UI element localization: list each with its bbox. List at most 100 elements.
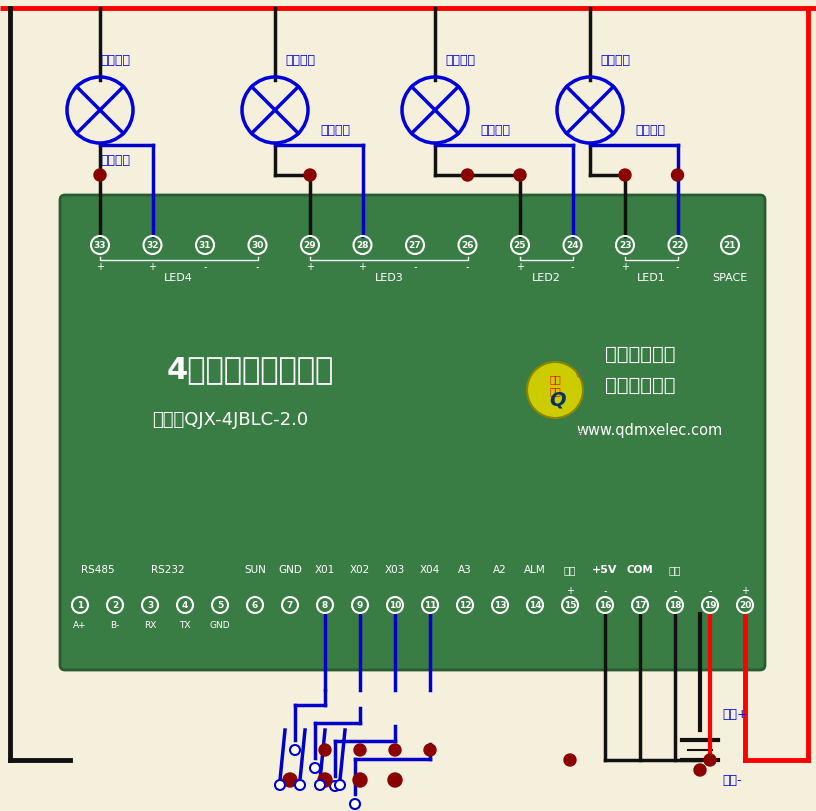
Text: 15: 15	[564, 600, 576, 610]
Text: ALM: ALM	[524, 565, 546, 575]
Text: 18: 18	[669, 600, 681, 610]
Text: LED3: LED3	[375, 273, 403, 283]
Text: 灯的负极: 灯的负极	[100, 153, 130, 166]
Text: 31: 31	[199, 241, 211, 250]
Text: SUN: SUN	[244, 565, 266, 575]
Text: 灯的正极: 灯的正极	[100, 54, 130, 67]
Circle shape	[330, 781, 340, 791]
Text: 8: 8	[322, 600, 328, 610]
Text: GND: GND	[278, 565, 302, 575]
Text: +: +	[621, 262, 629, 272]
Text: A2: A2	[493, 565, 507, 575]
Circle shape	[283, 773, 297, 787]
Text: 25: 25	[514, 241, 526, 250]
Circle shape	[353, 773, 367, 787]
Text: 24: 24	[566, 241, 579, 250]
Circle shape	[514, 169, 526, 181]
Text: X01: X01	[315, 565, 335, 575]
Text: SPACE: SPACE	[712, 273, 747, 283]
Text: X04: X04	[420, 565, 440, 575]
Text: COM: COM	[627, 565, 654, 575]
Text: 灯的正极: 灯的正极	[600, 54, 630, 67]
Text: 30: 30	[251, 241, 264, 250]
Text: RS232: RS232	[151, 565, 184, 575]
Text: RS485: RS485	[81, 565, 114, 575]
Text: +: +	[741, 586, 749, 596]
Text: 电源-: 电源-	[722, 774, 742, 787]
Text: 2: 2	[112, 600, 118, 610]
Circle shape	[335, 780, 345, 790]
Text: RX: RX	[144, 620, 156, 629]
Circle shape	[275, 780, 285, 790]
Text: -: -	[708, 586, 712, 596]
Text: 28: 28	[357, 241, 369, 250]
Text: ®: ®	[574, 370, 586, 380]
Text: 灯的正极: 灯的正极	[445, 54, 475, 67]
Text: -: -	[673, 586, 676, 596]
Text: 4路渐变灯光控制器: 4路渐变灯光控制器	[166, 355, 334, 384]
Text: +: +	[566, 586, 574, 596]
Circle shape	[619, 169, 631, 181]
Text: X03: X03	[385, 565, 405, 575]
Circle shape	[672, 169, 684, 181]
Text: -: -	[570, 262, 574, 272]
Text: -: -	[413, 262, 417, 272]
Text: LED2: LED2	[532, 273, 561, 283]
Text: 灯的负极: 灯的负极	[480, 123, 510, 136]
Circle shape	[354, 744, 366, 756]
Text: 5: 5	[217, 600, 223, 610]
FancyBboxPatch shape	[60, 195, 765, 670]
Text: X02: X02	[350, 565, 370, 575]
Text: 20: 20	[738, 600, 752, 610]
Text: -: -	[255, 262, 259, 272]
Circle shape	[350, 799, 360, 809]
Text: 33: 33	[94, 241, 106, 250]
Circle shape	[462, 169, 473, 181]
Text: 灯的负极: 灯的负极	[320, 123, 350, 136]
Text: B-: B-	[110, 620, 120, 629]
Text: 22: 22	[672, 241, 684, 250]
Text: +: +	[149, 262, 157, 272]
Text: LED4: LED4	[164, 273, 193, 283]
Text: 17: 17	[634, 600, 646, 610]
Text: +: +	[516, 262, 524, 272]
Circle shape	[94, 169, 106, 181]
Text: 武汉奇点美信
电子有限公司: 武汉奇点美信 电子有限公司	[605, 345, 676, 395]
Text: 14: 14	[529, 600, 541, 610]
Text: 3: 3	[147, 600, 153, 610]
Text: 6: 6	[252, 600, 258, 610]
Text: +: +	[306, 262, 314, 272]
Text: 29: 29	[304, 241, 317, 250]
Text: 19: 19	[703, 600, 716, 610]
Text: 13: 13	[494, 600, 506, 610]
Text: 21: 21	[724, 241, 736, 250]
Text: -: -	[466, 262, 469, 272]
Circle shape	[388, 773, 402, 787]
Text: 灯的正极: 灯的正极	[285, 54, 315, 67]
Text: 1: 1	[77, 600, 83, 610]
Text: 电源: 电源	[669, 565, 681, 575]
Circle shape	[304, 169, 316, 181]
Text: TX: TX	[180, 620, 191, 629]
Text: 电源: 电源	[564, 565, 576, 575]
Circle shape	[290, 745, 300, 755]
Circle shape	[704, 754, 716, 766]
Text: www.qdmxelec.com: www.qdmxelec.com	[577, 423, 723, 437]
Text: -: -	[603, 586, 607, 596]
Text: 27: 27	[409, 241, 421, 250]
Text: ®: ®	[574, 431, 586, 441]
Text: 23: 23	[619, 241, 632, 250]
Text: GND: GND	[210, 620, 230, 629]
Text: +: +	[96, 262, 104, 272]
Text: 9: 9	[357, 600, 363, 610]
Circle shape	[389, 744, 401, 756]
Text: 10: 10	[388, 600, 401, 610]
Text: 7: 7	[286, 600, 293, 610]
Text: +5V: +5V	[592, 565, 618, 575]
Text: 32: 32	[146, 241, 159, 250]
Circle shape	[564, 754, 576, 766]
Text: 4: 4	[182, 600, 188, 610]
Text: 型号：QJX-4JBLC-2.0: 型号：QJX-4JBLC-2.0	[152, 411, 308, 429]
Circle shape	[424, 744, 436, 756]
Circle shape	[295, 780, 305, 790]
